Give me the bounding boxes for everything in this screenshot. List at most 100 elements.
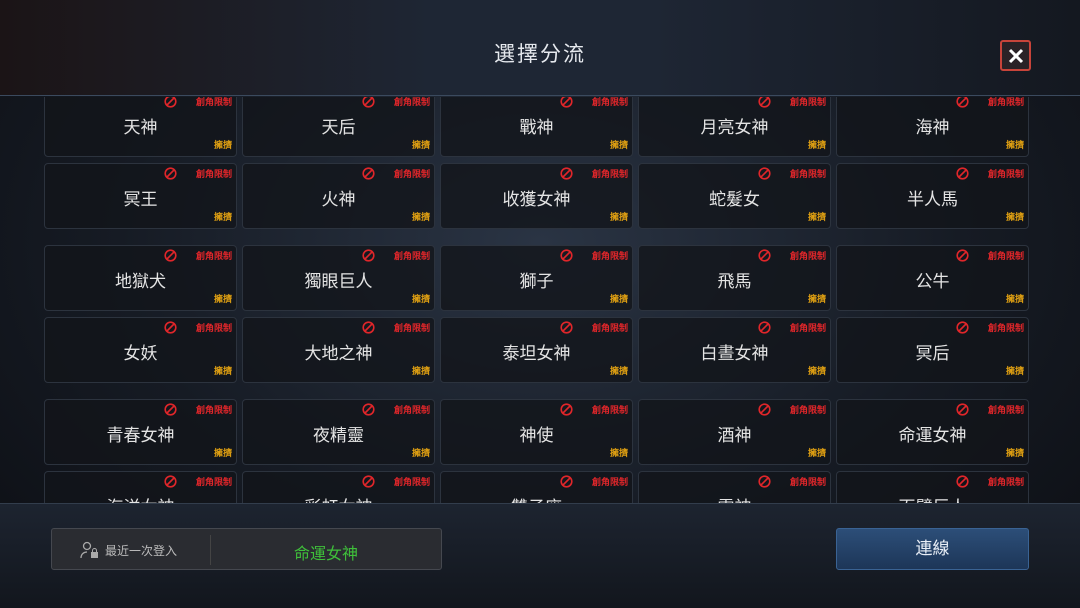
restricted-tag: 創角限制	[393, 406, 430, 416]
server-name: 半人馬	[907, 190, 958, 210]
ban-icon	[758, 167, 771, 180]
restricted-tag: 創角限制	[195, 252, 232, 262]
ban-icon	[956, 475, 969, 488]
server-name: 飛馬	[717, 272, 752, 292]
ban-icon	[560, 403, 573, 416]
ban-icon	[164, 97, 177, 108]
server-item[interactable]: 創角限制 公牛 擁擠	[836, 245, 1029, 311]
ban-icon	[956, 97, 969, 108]
busy-status: 擁擠	[411, 295, 430, 305]
restricted-tag: 創角限制	[195, 170, 232, 180]
server-item[interactable]: 創角限制 半人馬 擁擠	[836, 163, 1029, 229]
restricted-tag: 創角限制	[789, 252, 826, 262]
server-item[interactable]: 創角限制 泰坦女神 擁擠	[440, 317, 633, 383]
server-item[interactable]: 創角限制 雷神 擁擠	[638, 471, 831, 503]
server-name: 雙子座	[441, 493, 632, 503]
ban-icon	[362, 97, 375, 108]
server-item[interactable]: 創角限制 白晝女神 擁擠	[638, 317, 831, 383]
server-name: 月亮女神	[700, 118, 769, 138]
server-item[interactable]: 創角限制 飛馬 擁擠	[638, 245, 831, 311]
server-item[interactable]: 創角限制 天神 擁擠	[44, 97, 237, 157]
restricted-tag: 創角限制	[987, 406, 1024, 416]
server-item[interactable]: 創角限制 女妖 擁擠	[44, 317, 237, 383]
server-name: 戰神	[519, 118, 554, 138]
server-name: 地獄犬	[115, 272, 166, 292]
ban-icon	[362, 167, 375, 180]
ban-icon	[758, 475, 771, 488]
server-item[interactable]: 創角限制 海神 擁擠	[836, 97, 1029, 157]
server-item[interactable]: 創角限制 神使 擁擠	[440, 399, 633, 465]
busy-status: 擁擠	[213, 141, 232, 151]
server-item[interactable]: 創角限制 月亮女神 擁擠	[638, 97, 831, 157]
restricted-tag: 創角限制	[789, 170, 826, 180]
busy-status: 擁擠	[411, 367, 430, 377]
last-login-server[interactable]: 命運女神	[293, 544, 358, 563]
ban-icon	[164, 403, 177, 416]
server-name: 雷神	[639, 493, 830, 503]
server-name: 海洋女神	[45, 493, 236, 503]
busy-status: 擁擠	[609, 367, 628, 377]
server-name: 獨眼巨人	[304, 272, 373, 292]
server-name: 大地之神	[304, 344, 373, 364]
server-item[interactable]: 創角限制 獅子 擁擠	[440, 245, 633, 311]
busy-status: 擁擠	[213, 367, 232, 377]
connect-button[interactable]: 連線	[836, 528, 1029, 570]
busy-status: 擁擠	[609, 141, 628, 151]
ban-icon	[164, 475, 177, 488]
server-name: 夜精靈	[313, 426, 364, 446]
close-button[interactable]	[1000, 40, 1031, 71]
server-item[interactable]: 創角限制 戰神 擁擠	[440, 97, 633, 157]
server-item[interactable]: 創角限制 獨眼巨人 擁擠	[242, 245, 435, 311]
busy-status: 擁擠	[807, 449, 826, 459]
server-item[interactable]: 創角限制 酒神 擁擠	[638, 399, 831, 465]
restricted-tag: 創角限制	[393, 98, 430, 108]
server-list[interactable]: 創角限制 天神 擁擠 創角限制 天后 擁擠 創角限制 戰神 擁擠 創角限制 月亮…	[0, 97, 1080, 503]
server-item[interactable]: 創角限制 夜精靈 擁擠	[242, 399, 435, 465]
restricted-tag: 創角限制	[195, 98, 232, 108]
server-item[interactable]: 創角限制 海洋女神 擁擠	[44, 471, 237, 503]
restricted-tag: 創角限制	[393, 170, 430, 180]
server-item[interactable]: 創角限制 地獄犬 擁擠	[44, 245, 237, 311]
server-item[interactable]: 創角限制 冥后 擁擠	[836, 317, 1029, 383]
server-item[interactable]: 創角限制 冥王 擁擠	[44, 163, 237, 229]
restricted-tag: 創角限制	[591, 406, 628, 416]
server-item[interactable]: 創角限制 命運女神 擁擠	[836, 399, 1029, 465]
busy-status: 擁擠	[213, 213, 232, 223]
ban-icon	[956, 321, 969, 334]
restricted-tag: 創角限制	[987, 252, 1024, 262]
busy-status: 擁擠	[411, 449, 430, 459]
server-name: 百臂巨人	[837, 493, 1028, 503]
ban-icon	[956, 167, 969, 180]
server-name: 天后	[321, 118, 356, 138]
server-name: 獅子	[519, 272, 554, 292]
restricted-tag: 創角限制	[591, 324, 628, 334]
busy-status: 擁擠	[609, 295, 628, 305]
ban-icon	[758, 97, 771, 108]
ban-icon	[362, 321, 375, 334]
busy-status: 擁擠	[807, 141, 826, 151]
restricted-tag: 創角限制	[393, 478, 430, 488]
header: 選擇分流	[0, 0, 1080, 96]
server-name: 命運女神	[898, 426, 967, 446]
user-lock-icon	[80, 541, 98, 559]
ban-icon	[560, 167, 573, 180]
server-name: 女妖	[123, 344, 158, 364]
busy-status: 擁擠	[213, 295, 232, 305]
ban-icon	[362, 475, 375, 488]
server-item[interactable]: 創角限制 天后 擁擠	[242, 97, 435, 157]
server-item[interactable]: 創角限制 青春女神 擁擠	[44, 399, 237, 465]
server-item[interactable]: 創角限制 彩虹女神 擁擠	[242, 471, 435, 503]
server-item[interactable]: 創角限制 雙子座 擁擠	[440, 471, 633, 503]
server-item[interactable]: 創角限制 蛇髮女 擁擠	[638, 163, 831, 229]
ban-icon	[560, 97, 573, 108]
restricted-tag: 創角限制	[789, 98, 826, 108]
server-item[interactable]: 創角限制 百臂巨人 擁擠	[836, 471, 1029, 503]
last-login-label: 最近一次登入	[105, 544, 178, 558]
server-item[interactable]: 創角限制 火神 擁擠	[242, 163, 435, 229]
ban-icon	[956, 403, 969, 416]
restricted-tag: 創角限制	[789, 324, 826, 334]
server-item[interactable]: 創角限制 收獲女神 擁擠	[440, 163, 633, 229]
server-item[interactable]: 創角限制 大地之神 擁擠	[242, 317, 435, 383]
ban-icon	[362, 249, 375, 262]
busy-status: 擁擠	[807, 213, 826, 223]
